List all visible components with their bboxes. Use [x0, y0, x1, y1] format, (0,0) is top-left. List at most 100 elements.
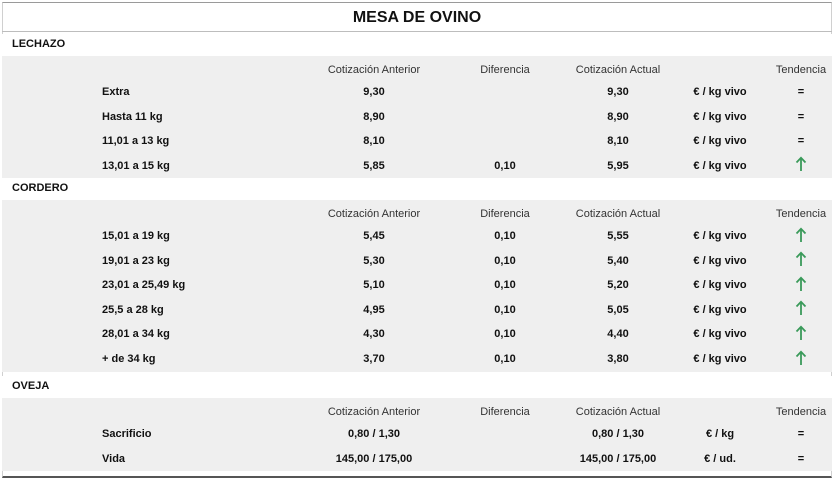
- price-unit: € / kg vivo: [693, 353, 747, 365]
- price-unit: € / kg vivo: [693, 135, 747, 148]
- table-row: + de 34 kg 3,70 0,10 3,80 € / kg vivo: [2, 347, 832, 371]
- table-row: Extra 9,30 9,30 € / kg vivo =: [2, 80, 832, 104]
- row-label: Extra: [102, 86, 130, 98]
- row-label: Sacrificio: [102, 428, 152, 440]
- page-title: MESA DE OVINO: [352, 9, 482, 26]
- trend-up-icon: [762, 273, 834, 297]
- trend-up-icon: [762, 249, 834, 273]
- trend-up-icon: [762, 224, 834, 248]
- section-header-lechazo: LECHAZO: [2, 34, 832, 56]
- column-header-diferencia: Diferencia: [480, 208, 530, 220]
- previous-price: 4,30: [363, 328, 385, 341]
- column-header-row: Cotización Anterior Diferencia Cotización …: [2, 204, 832, 224]
- table-row: 15,01 a 19 kg 5,45 0,10 5,55 € / kg vivo: [2, 224, 832, 248]
- previous-price: 8,10: [363, 135, 385, 148]
- row-label: 23,01 a 25,49 kg: [102, 279, 186, 292]
- table-row: Hasta 11 kg 8,90 8,90 € / kg vivo =: [2, 105, 832, 129]
- price-unit: € / ud.: [704, 452, 736, 465]
- trend-equal: =: [797, 135, 805, 148]
- current-price: 0,80 / 1,30: [592, 428, 644, 440]
- price-difference: 0,10: [494, 328, 516, 341]
- column-header-diferencia: Diferencia: [480, 406, 530, 418]
- price-unit: € / kg vivo: [693, 159, 747, 172]
- row-label: Vida: [102, 452, 126, 465]
- section-header-oveja: OVEJA: [2, 376, 832, 398]
- column-header-row: Cotización Anterior Diferencia Cotización …: [2, 60, 832, 80]
- price-unit: € / kg vivo: [693, 230, 747, 242]
- previous-price: 5,45: [363, 230, 385, 242]
- section-body-cordero: Cotización Anterior Diferencia Cotización …: [2, 200, 832, 372]
- current-price: 9,30: [607, 86, 629, 98]
- row-label: 25,5 a 28 kg: [102, 303, 164, 316]
- column-header-anterior: Cotización Anterior: [327, 208, 421, 220]
- current-price: 5,05: [607, 303, 629, 316]
- price-difference: 0,10: [494, 254, 516, 267]
- price-unit: € / kg vivo: [693, 303, 747, 316]
- column-header-diferencia: Diferencia: [480, 64, 530, 76]
- up-arrow-icon: [795, 156, 807, 172]
- previous-price: 5,10: [363, 279, 385, 292]
- price-unit: € / kg vivo: [693, 328, 747, 341]
- column-header-actual: Cotización Actual: [575, 406, 661, 418]
- previous-price: 5,85: [363, 159, 385, 172]
- trend-equal: =: [797, 428, 805, 440]
- section-header-cordero: CORDERO: [2, 178, 832, 200]
- section-title: LECHAZO: [12, 38, 66, 50]
- table-row: 13,01 a 15 kg 5,85 0,10 5,95 € / kg vivo: [2, 154, 832, 178]
- trend-equal: =: [797, 110, 805, 123]
- current-price: 145,00 / 175,00: [579, 452, 657, 465]
- current-price: 8,90: [607, 110, 629, 123]
- price-unit: € / kg vivo: [693, 110, 747, 123]
- section-title: OVEJA: [12, 380, 50, 392]
- table-row: 23,01 a 25,49 kg 5,10 0,10 5,20 € / kg vivo: [2, 273, 832, 297]
- column-header-tendencia: Tendencia: [775, 64, 827, 76]
- column-header-anterior: Cotización Anterior: [327, 64, 421, 76]
- column-header-tendencia: Tendencia: [775, 208, 827, 220]
- up-arrow-icon: [795, 227, 807, 242]
- section-title: CORDERO: [12, 182, 69, 194]
- current-price: 4,40: [607, 328, 629, 341]
- previous-price: 4,95: [363, 303, 385, 316]
- trend-up-icon: [762, 322, 834, 346]
- price-difference: 0,10: [494, 353, 516, 365]
- section-body-oveja: Cotización Anterior Diferencia Cotización …: [2, 398, 832, 471]
- price-unit: € / kg: [705, 428, 735, 440]
- row-label: 19,01 a 23 kg: [102, 254, 170, 267]
- table-row: 25,5 a 28 kg 4,95 0,10 5,05 € / kg vivo: [2, 298, 832, 322]
- column-header-actual: Cotización Actual: [575, 208, 661, 220]
- current-price: 8,10: [607, 135, 629, 148]
- current-price: 5,20: [607, 279, 629, 292]
- previous-price: 0,80 / 1,30: [348, 428, 400, 440]
- row-label: Hasta 11 kg: [102, 110, 163, 123]
- previous-price: 8,90: [363, 110, 385, 123]
- up-arrow-icon: [795, 276, 807, 291]
- table-row: Sacrificio 0,80 / 1,30 0,80 / 1,30 € / kg =: [2, 422, 832, 446]
- row-label: + de 34 kg: [102, 353, 156, 365]
- price-unit: € / kg vivo: [693, 86, 747, 98]
- up-arrow-icon: [795, 300, 807, 316]
- current-price: 5,40: [607, 254, 629, 267]
- price-difference: 0,10: [494, 159, 516, 172]
- column-header-tendencia: Tendencia: [775, 406, 827, 418]
- current-price: 5,95: [607, 159, 629, 172]
- trend-up-icon: [762, 298, 834, 322]
- row-label: 28,01 a 34 kg: [102, 328, 170, 341]
- row-label: 11,01 a 13 kg: [102, 135, 170, 148]
- up-arrow-icon: [795, 325, 807, 340]
- trend-equal: =: [797, 86, 805, 98]
- up-arrow-icon: [795, 350, 807, 365]
- trend-up-icon: [762, 347, 834, 371]
- column-header-row: Cotización Anterior Diferencia Cotización …: [2, 402, 832, 422]
- trend-equal: =: [797, 452, 805, 465]
- current-price: 3,80: [607, 353, 629, 365]
- section-body-lechazo: Cotización Anterior Diferencia Cotización …: [2, 56, 832, 178]
- table-row: 28,01 a 34 kg 4,30 0,10 4,40 € / kg vivo: [2, 322, 832, 346]
- previous-price: 3,70: [363, 353, 385, 365]
- price-unit: € / kg vivo: [693, 279, 747, 292]
- trend-up-icon: [762, 154, 834, 178]
- price-unit: € / kg vivo: [693, 254, 747, 267]
- previous-price: 145,00 / 175,00: [335, 452, 413, 465]
- up-arrow-icon: [795, 251, 807, 267]
- column-header-anterior: Cotización Anterior: [327, 406, 421, 418]
- previous-price: 5,30: [363, 254, 385, 267]
